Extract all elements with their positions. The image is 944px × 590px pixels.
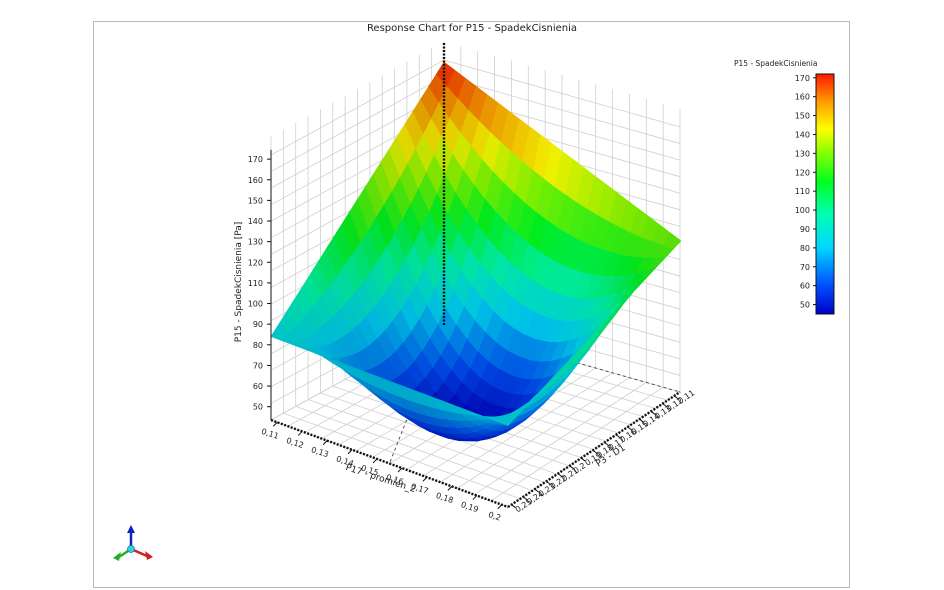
x-tick-mark — [422, 476, 428, 482]
legend-tick-label: 60 — [800, 282, 810, 291]
z-tick-label: 50 — [253, 403, 263, 412]
y-tick-mark — [673, 395, 679, 400]
y-tick-mark — [662, 403, 667, 408]
legend-tick-label: 130 — [795, 149, 810, 158]
z-axis-label: P15 - SpadekCisnienia [Pa] — [234, 222, 244, 343]
x-axis-label: P17 - promien_2 — [344, 463, 417, 495]
z-tick-label: 110 — [248, 279, 263, 288]
legend-tick-label: 80 — [800, 244, 810, 253]
chart-title: Response Chart for P15 - SpadekCisnienia — [366, 23, 578, 34]
x-tick-mark — [472, 495, 478, 500]
y-tick-label: 0,11 — [676, 388, 696, 405]
z-tick-label: 60 — [253, 382, 263, 391]
z-tick-label: 80 — [253, 341, 263, 350]
legend-colorbar — [815, 73, 835, 315]
legend-tick-label: 160 — [795, 93, 810, 102]
z-tick-label: 100 — [248, 300, 263, 309]
legend-tick-label: 100 — [795, 206, 810, 215]
y-tick-mark — [580, 457, 586, 462]
x-tick-mark — [347, 449, 353, 455]
y-tick-mark — [650, 411, 656, 415]
x-tick-mark — [272, 421, 278, 427]
legend-tick-label: 90 — [800, 225, 810, 234]
x-tick-mark — [322, 440, 328, 445]
color-legend: P15 - SpadekCisnienia 50 60 70 80 90 100 110 120… — [734, 59, 835, 315]
y-tick-mark — [522, 496, 528, 501]
surface-patch — [496, 416, 517, 426]
y-tick-mark — [569, 465, 574, 470]
triad-origin — [127, 545, 135, 553]
grid-line — [490, 386, 664, 502]
grid-line — [473, 382, 647, 495]
y-tick-mark — [592, 449, 598, 454]
y-tick-mark — [534, 488, 540, 493]
legend-tick-label: 110 — [795, 187, 810, 196]
grid-line — [440, 372, 613, 483]
legend-tick-label: 150 — [795, 112, 810, 121]
x-tick-label: 0,2 — [487, 510, 502, 522]
x-tick-label: 0,13 — [310, 445, 330, 459]
triad-y-head — [113, 552, 121, 561]
legend-tick-label: 170 — [795, 74, 810, 83]
x-tick-mark — [397, 467, 403, 473]
x-tick-mark — [297, 431, 303, 436]
grid-line — [456, 377, 630, 489]
surface-layer — [270, 61, 682, 442]
z-tick-label: 120 — [248, 258, 263, 267]
axis-triad-icon[interactable] — [113, 525, 153, 561]
z-tick-label: 160 — [248, 176, 263, 185]
legend-tick-label: 140 — [795, 130, 810, 139]
y-tick-mark — [615, 434, 621, 439]
triad-x-head — [145, 551, 153, 560]
x-tick-mark — [372, 458, 378, 464]
y-tick-mark — [639, 418, 644, 423]
y-tick-mark — [604, 442, 609, 446]
x-tick-label: 0,12 — [285, 436, 305, 450]
y-tick-mark — [627, 426, 633, 431]
x-tick-label: 0,18 — [435, 491, 455, 505]
legend-tick-label: 50 — [800, 301, 810, 310]
z-tick-label: 130 — [248, 238, 263, 247]
y-tick-mark — [511, 504, 516, 509]
triad-z-head — [127, 525, 135, 533]
z-tick-label: 140 — [248, 217, 263, 226]
legend-title: P15 - SpadekCisnienia — [734, 59, 818, 68]
legend-tick-label: 70 — [800, 263, 810, 272]
z-tick-label: 170 — [248, 155, 263, 164]
z-tick-label: 150 — [248, 196, 263, 205]
x-axis-line — [270, 418, 509, 509]
x-tick-label: 0,11 — [260, 427, 280, 441]
z-tick-label: 90 — [253, 320, 263, 329]
z-tick-label: 70 — [253, 361, 263, 370]
y-tick-mark — [546, 480, 551, 485]
x-tick-mark — [497, 504, 503, 510]
legend-tick-label: 120 — [795, 168, 810, 177]
x-tick-label: 0,19 — [460, 500, 480, 514]
x-tick-mark — [447, 486, 453, 491]
y-tick-mark — [557, 473, 563, 477]
